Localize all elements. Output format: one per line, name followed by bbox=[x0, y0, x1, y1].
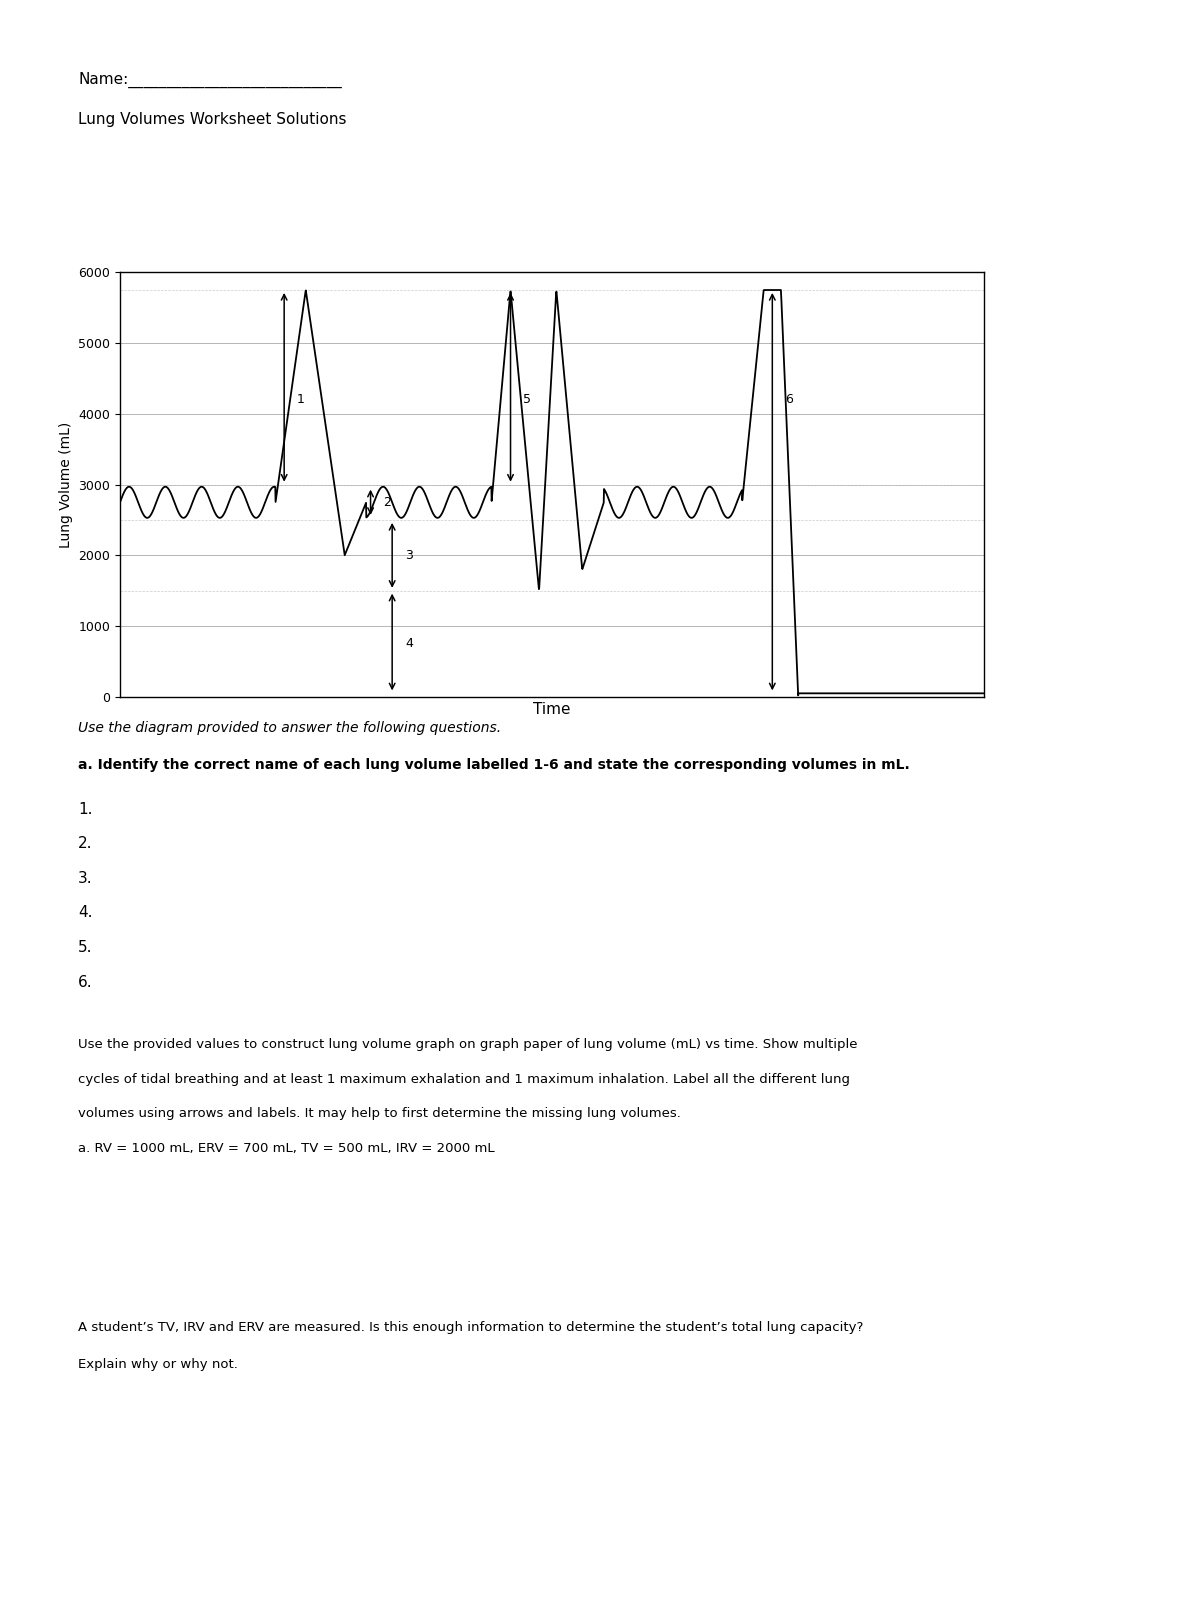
Text: 3: 3 bbox=[406, 549, 413, 562]
Text: 4: 4 bbox=[406, 638, 413, 650]
Text: 5.: 5. bbox=[78, 940, 92, 955]
Text: a. Identify the correct name of each lung volume labelled 1-6 and state the corr: a. Identify the correct name of each lun… bbox=[78, 758, 910, 772]
Text: 6.: 6. bbox=[78, 974, 92, 990]
Text: 6: 6 bbox=[785, 392, 793, 407]
X-axis label: Time: Time bbox=[533, 702, 571, 718]
Text: Lung Volumes Worksheet Solutions: Lung Volumes Worksheet Solutions bbox=[78, 112, 347, 127]
Text: a. RV = 1000 mL, ERV = 700 mL, TV = 500 mL, IRV = 2000 mL: a. RV = 1000 mL, ERV = 700 mL, TV = 500 … bbox=[78, 1142, 494, 1155]
Text: 2.: 2. bbox=[78, 836, 92, 851]
Text: 5: 5 bbox=[523, 392, 532, 407]
Text: 1.: 1. bbox=[78, 801, 92, 817]
Text: Name:____________________________: Name:____________________________ bbox=[78, 72, 342, 88]
Text: 3.: 3. bbox=[78, 871, 92, 886]
Text: Use the provided values to construct lung volume graph on graph paper of lung vo: Use the provided values to construct lun… bbox=[78, 1038, 858, 1051]
Text: 1: 1 bbox=[298, 392, 305, 407]
Text: 2: 2 bbox=[384, 495, 391, 509]
Text: cycles of tidal breathing and at least 1 maximum exhalation and 1 maximum inhala: cycles of tidal breathing and at least 1… bbox=[78, 1073, 850, 1086]
Y-axis label: Lung Volume (mL): Lung Volume (mL) bbox=[59, 421, 73, 548]
Text: A student’s TV, IRV and ERV are measured. Is this enough information to determin: A student’s TV, IRV and ERV are measured… bbox=[78, 1320, 863, 1334]
Text: Use the diagram provided to answer the following questions.: Use the diagram provided to answer the f… bbox=[78, 721, 502, 735]
Text: Explain why or why not.: Explain why or why not. bbox=[78, 1358, 238, 1371]
Text: 4.: 4. bbox=[78, 905, 92, 921]
Text: volumes using arrows and labels. It may help to first determine the missing lung: volumes using arrows and labels. It may … bbox=[78, 1107, 680, 1120]
